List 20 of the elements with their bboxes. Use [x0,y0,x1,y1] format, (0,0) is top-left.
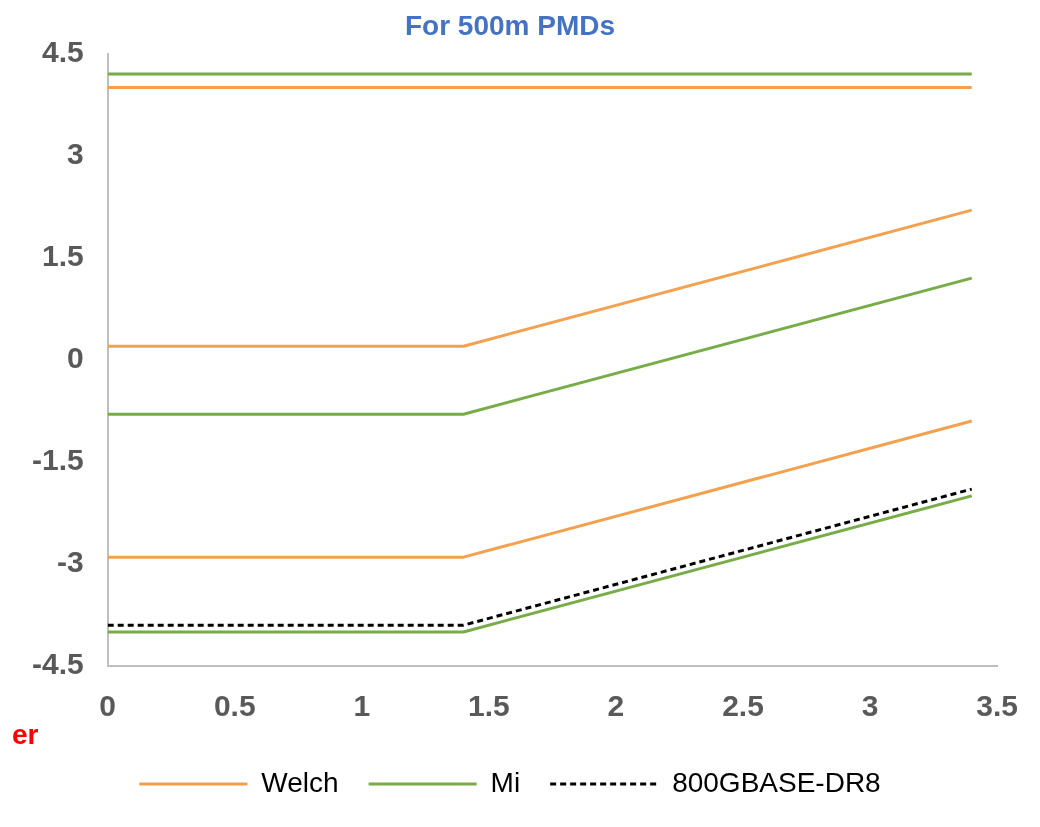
y-tick-label: 0 [67,341,84,375]
y-tick-label: -4.5 [31,647,84,681]
legend-label: 800GBASE-DR8 [672,766,881,798]
chart-title: For 500m PMDs [404,9,616,41]
x-tick-label: 2.5 [722,689,764,723]
text: er [12,718,39,750]
y-tick-label: -1.5 [31,443,84,477]
y-tick-label: 3 [67,136,84,170]
x-tick-label: 0 [99,689,117,723]
y-tick-label: -3 [57,545,84,579]
x-tick-label: 2 [607,689,625,723]
legend-label: Mi [490,766,521,798]
x-tick-label: 1 [353,689,371,723]
y-tick-label: 4.5 [41,34,84,68]
y-tick-label: 1.5 [41,239,84,272]
x-tick-label: 3.5 [976,689,1019,723]
x-tick-label: 3 [861,689,879,723]
x-tick-label: 0.5 [213,689,256,723]
x-tick-label: 1.5 [468,689,510,723]
legend-label: Welch [261,766,339,798]
